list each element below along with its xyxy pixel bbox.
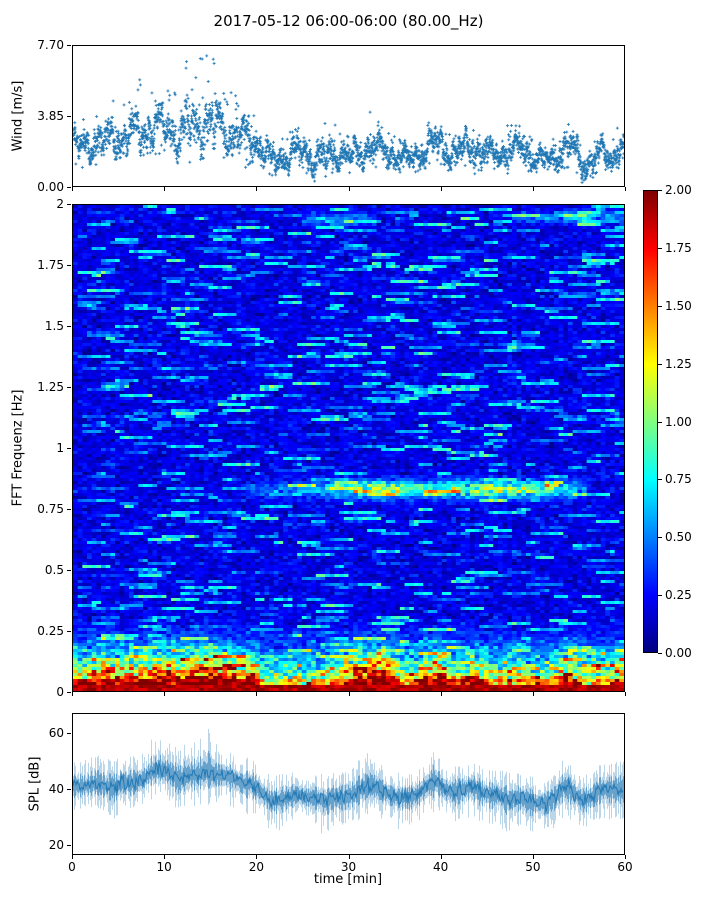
wind-panel [72, 45, 625, 187]
tick-mark [256, 692, 258, 696]
colorbar-tick-label: 2.00 [665, 183, 692, 197]
tick-mark [67, 326, 71, 327]
tick-mark [67, 387, 71, 388]
colorbar-tick-label: 1.75 [665, 240, 692, 255]
tick-mark [532, 855, 534, 859]
spectrogram-ytick-label: 0 [56, 685, 64, 699]
tick-mark [532, 692, 534, 696]
spectrogram-ytick-label: 1 [56, 441, 64, 455]
tick-mark [658, 537, 662, 539]
colorbar-tick-label: 1.25 [665, 356, 692, 371]
tick-mark [440, 855, 442, 859]
wind-ytick-label: 7.70 [37, 38, 64, 52]
tick-mark [67, 788, 71, 790]
tick-mark [256, 855, 258, 859]
tick-mark [67, 692, 71, 693]
tick-mark [348, 187, 350, 191]
wind-scatter-canvas [73, 46, 624, 186]
tick-mark [625, 692, 626, 696]
tick-mark [67, 570, 71, 571]
spectrogram-heatmap-canvas [73, 205, 624, 691]
spectrogram-ytick-label: 0.25 [37, 624, 64, 638]
tick-mark [72, 692, 73, 696]
spectrogram-ytick-label: 0.75 [37, 502, 64, 516]
spl-ytick-label: 40 [48, 781, 64, 796]
tick-mark [658, 305, 662, 307]
x-tick-label: 10 [156, 860, 172, 874]
spl-ytick-label: 60 [48, 725, 64, 740]
spl-line-canvas [73, 714, 624, 854]
spectrogram-ytick-label: 2 [56, 197, 64, 211]
tick-mark [625, 187, 626, 191]
tick-mark [256, 187, 258, 191]
x-tick-label: 30 [340, 860, 357, 874]
x-axis-label: time [min] [313, 872, 383, 887]
colorbar-tick-label: 0.75 [665, 472, 692, 487]
tick-mark [72, 855, 73, 859]
wind-ytick-label: 3.85 [37, 109, 64, 123]
x-tick-label: 40 [433, 860, 449, 874]
tick-mark [67, 448, 71, 449]
tick-mark [658, 479, 662, 481]
tick-mark [658, 653, 662, 654]
tick-mark [67, 844, 71, 846]
spl-ytick-label: 20 [48, 837, 64, 852]
tick-mark [72, 187, 73, 191]
tick-mark [164, 187, 166, 191]
x-tick-label: 50 [525, 860, 541, 874]
colorbar-tick-label: 0.25 [665, 588, 692, 603]
tick-mark [67, 509, 71, 510]
tick-mark [164, 692, 166, 696]
tick-mark [658, 190, 662, 191]
tick-mark [348, 855, 350, 859]
tick-mark [440, 187, 442, 191]
chart-title: 2017-05-12 06:00-06:00 (80.00_Hz) [213, 12, 484, 30]
wind-ytick-label: 0.00 [37, 180, 64, 194]
spectrogram-ytick-label: 1.5 [44, 319, 64, 333]
colorbar-tick-label: 0.50 [665, 530, 692, 545]
tick-mark [440, 692, 442, 696]
tick-mark [67, 631, 71, 632]
spl-panel [72, 713, 625, 855]
colorbar-gradient-canvas [644, 191, 657, 652]
tick-mark [658, 363, 662, 365]
x-tick-label: 20 [248, 860, 264, 874]
spectrogram-ytick-label: 0.5 [44, 563, 64, 577]
tick-mark [625, 855, 626, 859]
tick-mark [658, 247, 662, 249]
colorbar [643, 190, 658, 653]
x-tick-label: 60 [617, 860, 633, 874]
tick-mark [164, 855, 166, 859]
colorbar-tick-label: 1.00 [665, 414, 692, 429]
tick-mark [67, 187, 71, 188]
spectrogram-ytick-label: 1.25 [37, 380, 64, 394]
tick-mark [67, 116, 71, 117]
spectrogram-ytick-label: 1.75 [37, 258, 64, 272]
tick-mark [67, 732, 71, 734]
tick-mark [658, 421, 662, 423]
tick-mark [348, 692, 350, 696]
colorbar-tick-label: 0.00 [665, 646, 692, 660]
spectrogram-panel [72, 204, 625, 692]
tick-mark [532, 187, 534, 191]
tick-mark [658, 595, 662, 597]
colorbar-tick-label: 1.50 [665, 298, 692, 313]
tick-mark [67, 265, 71, 266]
tick-mark [67, 45, 71, 46]
x-tick-label: 0 [68, 860, 76, 874]
tick-mark [67, 204, 71, 205]
